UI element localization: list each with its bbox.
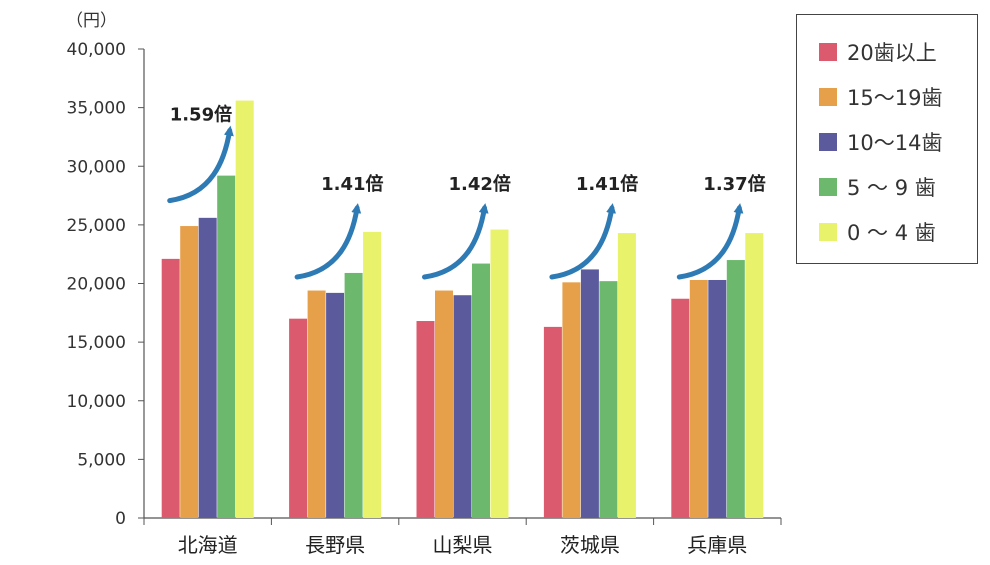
ratio-annotation: 1.37倍 [703, 173, 765, 195]
y-tick-label: 10,000 [67, 392, 126, 412]
y-tick-label: 15,000 [67, 333, 126, 353]
increase-arrow [294, 203, 362, 280]
legend-label: 10〜14歯 [847, 130, 943, 155]
x-tick-label: 兵庫県 [687, 533, 747, 557]
legend-label: 15〜19歯 [847, 85, 943, 110]
legend-label: 20歯以上 [847, 40, 937, 65]
y-tick-label: 40,000 [67, 40, 126, 60]
bar [198, 217, 217, 518]
y-tick-label: 30,000 [67, 157, 126, 177]
bar [289, 318, 308, 518]
annotations: 1.59倍 1.41倍 1.42倍 1.41倍 1.37倍 [167, 104, 766, 280]
bar [235, 100, 254, 518]
bar [562, 282, 581, 518]
bar [363, 231, 382, 518]
legend-item: 0 〜 4 歯 [819, 209, 977, 254]
legend-swatch [819, 222, 837, 241]
ratio-annotation: 1.59倍 [170, 104, 232, 126]
bar [161, 258, 180, 518]
x-tick-label: 北海道 [178, 533, 238, 557]
legend-swatch [819, 87, 837, 106]
legend-swatch [819, 177, 837, 196]
y-tick-label: 35,000 [67, 99, 126, 119]
x-tick-label: 山梨県 [433, 533, 493, 557]
bar [745, 233, 764, 518]
bars [161, 100, 764, 519]
bar [472, 263, 490, 518]
axes: 0 5,000 10,000 15,000 20,000 25,000 30,000 35,0… [67, 40, 782, 557]
legend-item: 20歯以上 [819, 29, 977, 74]
y-tick-label: 5,000 [77, 450, 126, 470]
ratio-annotation: 1.41倍 [321, 173, 383, 195]
bar [326, 292, 345, 518]
bar [599, 281, 618, 518]
increase-arrow [422, 203, 489, 280]
legend-swatch [819, 132, 837, 151]
legend-item: 10〜14歯 [819, 119, 977, 164]
legend-label: 5 〜 9 歯 [847, 175, 936, 200]
increase-arrow [167, 125, 234, 204]
y-tick-label: 25,000 [67, 216, 126, 236]
legend-swatch [819, 42, 837, 61]
bar [689, 279, 708, 518]
bar [617, 233, 636, 518]
ratio-annotation: 1.41倍 [576, 173, 638, 195]
legend-label: 0 〜 4 歯 [847, 220, 936, 245]
increase-arrow [676, 203, 744, 280]
bar [217, 175, 236, 518]
bar [543, 326, 562, 518]
x-tick-label: 長野県 [305, 533, 365, 557]
y-tick-label: 0 [115, 509, 126, 529]
legend: 20歯以上 15〜19歯 10〜14歯 5 〜 9 歯 0 〜 4 歯 [796, 14, 978, 264]
bar [344, 272, 363, 518]
bar [416, 321, 435, 518]
bar [180, 226, 199, 519]
x-tick-label: 茨城県 [560, 533, 620, 557]
legend-item: 15〜19歯 [819, 74, 977, 119]
y-axis-unit-label: （円） [66, 11, 117, 31]
bar [726, 260, 745, 518]
bar [453, 295, 472, 518]
legend-item: 5 〜 9 歯 [819, 164, 977, 209]
bar [435, 290, 453, 518]
bar [307, 290, 326, 518]
ratio-annotation: 1.42倍 [449, 173, 511, 195]
bar [708, 279, 727, 518]
bar [671, 298, 690, 518]
bar [580, 269, 599, 518]
bar [490, 229, 509, 518]
increase-arrow [549, 203, 617, 280]
y-tick-label: 20,000 [67, 275, 126, 295]
